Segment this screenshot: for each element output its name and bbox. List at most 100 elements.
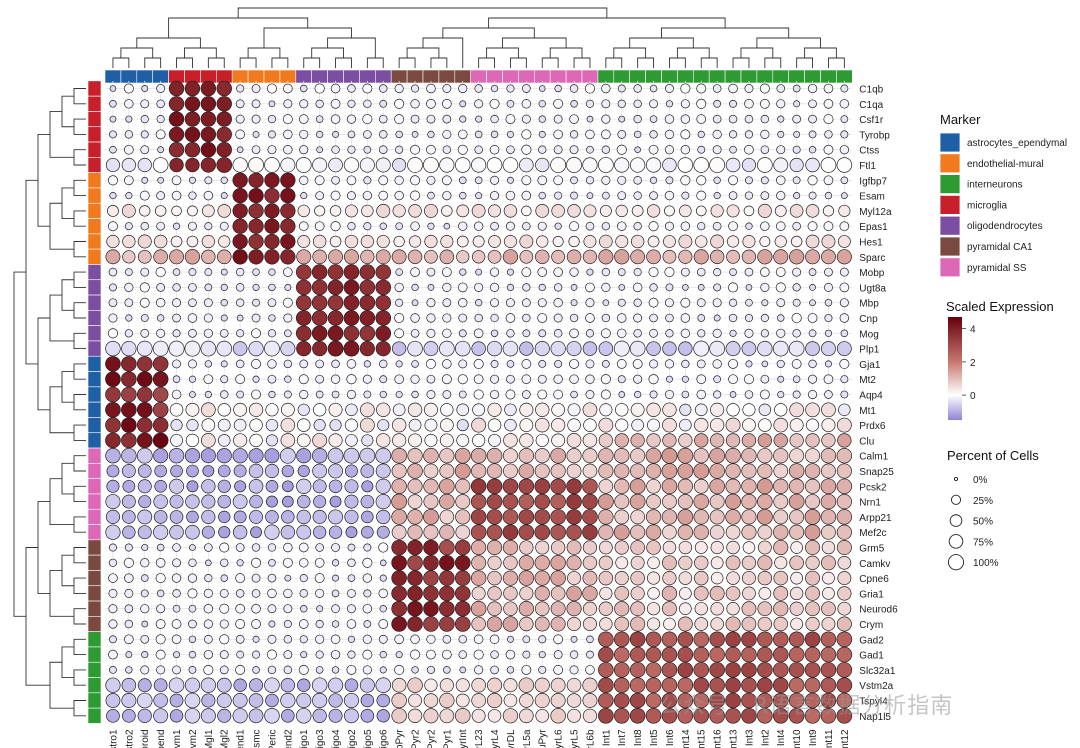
expression-dot: [680, 221, 691, 231]
expression-dot: [124, 222, 133, 231]
expression-dot: [821, 433, 836, 448]
row-label: Epas1: [859, 222, 888, 233]
expression-dot: [519, 540, 534, 555]
row-label: Mog: [859, 329, 878, 340]
expression-dot: [519, 402, 534, 417]
expression-dot: [141, 651, 149, 659]
expression-dot: [220, 176, 228, 184]
expression-dot: [152, 371, 169, 387]
expression-dot: [506, 84, 515, 93]
expression-dot: [807, 313, 818, 323]
expression-dot: [140, 574, 149, 582]
expression-dot: [427, 284, 435, 291]
expression-dot: [677, 692, 694, 709]
dendrogram-branch: [73, 424, 86, 441]
expression-dot: [155, 619, 166, 629]
expression-dot: [664, 267, 675, 278]
expression-dot: [156, 665, 166, 675]
expression-dot: [582, 157, 598, 173]
expression-dot: [505, 389, 516, 400]
expression-dot: [233, 464, 247, 478]
expression-dot: [757, 157, 773, 173]
expression-dot: [219, 665, 229, 675]
expression-dot: [614, 463, 630, 479]
expression-dot: [299, 558, 309, 568]
expression-dot: [649, 191, 658, 200]
expression-dot: [505, 298, 515, 308]
expression-dot: [680, 175, 691, 186]
expression-dot: [391, 509, 407, 525]
expression-dot: [741, 249, 757, 264]
expression-dot: [186, 510, 199, 524]
expression-dot: [455, 509, 471, 525]
expression-dot: [137, 234, 152, 249]
dendrogram-branch: [573, 57, 591, 68]
expression-dot: [236, 146, 244, 154]
column-label: CA1Pyr1: [442, 729, 453, 748]
expression-dot: [234, 480, 247, 493]
expression-dot: [710, 417, 725, 433]
expression-dot: [502, 493, 519, 510]
expression-dot: [155, 267, 166, 278]
expression-dot: [710, 540, 724, 555]
expression-dot: [518, 555, 534, 571]
expression-dot: [613, 524, 630, 541]
expression-dot: [710, 433, 725, 448]
expression-dot: [505, 114, 516, 125]
expression-dot: [664, 359, 675, 369]
expression-dot: [140, 99, 150, 109]
expression-dot: [741, 631, 757, 648]
expression-dot: [346, 374, 357, 385]
expression-dot: [200, 141, 217, 158]
expression-dot: [124, 298, 134, 308]
expression-dot: [647, 418, 661, 432]
expression-dot: [521, 390, 531, 399]
row-label: Grm5: [859, 544, 884, 555]
expression-dot: [140, 130, 149, 139]
expression-dot: [235, 298, 245, 307]
expression-dot: [759, 98, 770, 109]
expression-dot: [678, 433, 693, 448]
expression-dot: [188, 635, 197, 644]
row-label: C1qa: [859, 100, 883, 111]
expression-dot: [458, 221, 468, 231]
expression-dot: [776, 84, 786, 93]
expression-dot: [311, 279, 328, 296]
expression-dot: [489, 267, 500, 277]
expression-dot: [264, 172, 280, 188]
dendrogram-branch: [237, 7, 608, 18]
expression-dot: [186, 235, 199, 248]
expression-dot: [772, 646, 789, 663]
expression-dot: [362, 114, 373, 125]
expression-dot: [776, 145, 786, 155]
expression-dot: [569, 145, 579, 155]
expression-dot: [423, 402, 438, 417]
expression-dot: [728, 175, 738, 186]
expression-dot: [343, 157, 360, 173]
expression-dot: [709, 157, 726, 173]
expression-dot: [537, 374, 547, 384]
expression-dot: [375, 677, 392, 693]
expression-dot: [378, 114, 388, 124]
row-group-cell: [87, 417, 102, 434]
expression-dot: [490, 313, 499, 323]
expression-dot: [820, 493, 837, 510]
expression-dot: [408, 418, 422, 432]
expression-dot: [379, 130, 388, 139]
expression-dot: [203, 604, 214, 614]
expression-dot: [459, 666, 467, 674]
expression-dot: [137, 479, 152, 494]
expression-dot: [487, 402, 502, 417]
expression-dot: [486, 493, 503, 510]
expression-dot: [694, 570, 709, 586]
dendrogram-branch: [25, 547, 50, 686]
expression-dot: [236, 329, 245, 338]
expression-dot: [550, 478, 566, 495]
expression-dot: [791, 359, 802, 369]
expression-dot: [268, 268, 276, 276]
expression-dot: [709, 585, 725, 601]
expression-dot: [505, 649, 516, 660]
expression-dot: [725, 157, 741, 173]
expression-dot: [427, 222, 435, 230]
expression-dot: [410, 313, 420, 323]
